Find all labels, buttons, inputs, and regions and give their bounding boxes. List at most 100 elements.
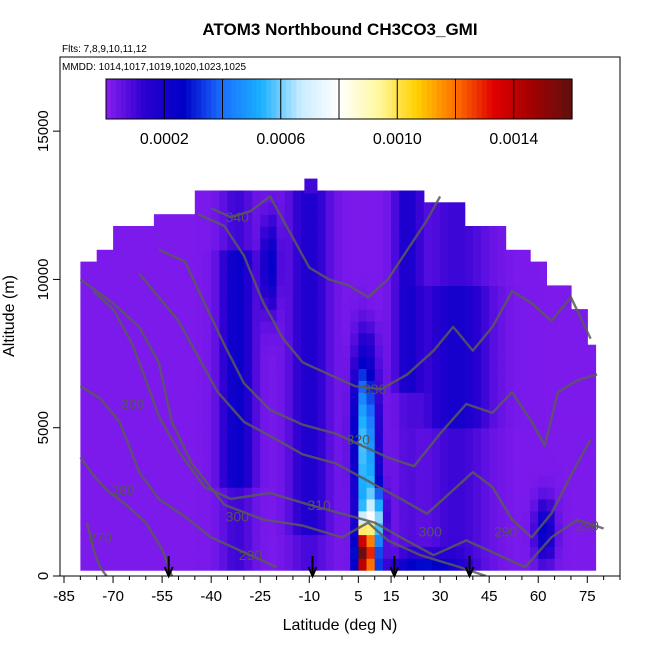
heatmap-cell bbox=[301, 368, 310, 381]
heatmap-cell bbox=[243, 439, 253, 453]
heatmap-cell bbox=[88, 463, 98, 476]
heatmap-cell bbox=[317, 427, 327, 441]
heatmap-cell bbox=[252, 463, 261, 476]
heatmap-cell bbox=[333, 261, 343, 275]
heatmap-cell bbox=[448, 392, 458, 405]
heatmap-cell bbox=[186, 249, 196, 263]
heatmap-cell bbox=[80, 332, 90, 346]
heatmap-cell bbox=[456, 463, 466, 476]
heatmap-cell bbox=[268, 451, 278, 464]
heatmap-cell bbox=[325, 498, 335, 512]
heatmap-cell bbox=[121, 261, 130, 275]
heatmap-cell bbox=[113, 404, 122, 417]
heatmap-cell bbox=[227, 309, 237, 322]
heatmap-cell bbox=[186, 487, 196, 500]
heatmap-cell bbox=[243, 427, 253, 441]
colorbar-segment bbox=[546, 79, 553, 119]
heatmap-cell bbox=[464, 356, 474, 369]
heatmap-cell bbox=[104, 475, 114, 488]
heatmap-cell bbox=[88, 427, 98, 441]
heatmap-cell bbox=[489, 534, 498, 547]
heatmap-cell bbox=[342, 356, 351, 369]
heatmap-cell bbox=[235, 451, 245, 464]
colorbar-segment bbox=[276, 79, 283, 119]
heatmap-cell bbox=[276, 368, 286, 381]
heatmap-cell bbox=[243, 404, 253, 417]
heatmap-cell bbox=[284, 249, 294, 263]
heatmap-cell bbox=[538, 415, 547, 429]
heatmap-cell bbox=[170, 285, 180, 298]
heatmap-cell bbox=[358, 522, 368, 536]
heatmap-cell bbox=[268, 427, 278, 441]
heatmap-cell bbox=[80, 309, 90, 322]
heatmap-cell bbox=[530, 487, 539, 500]
heatmap-cell bbox=[456, 498, 466, 512]
heatmap-cell bbox=[382, 487, 392, 500]
heatmap-cell bbox=[178, 297, 188, 310]
heatmap-cell bbox=[252, 273, 261, 286]
heatmap-cell bbox=[227, 190, 237, 203]
heatmap-cell bbox=[325, 344, 335, 358]
heatmap-cell bbox=[366, 332, 376, 346]
heatmap-cell bbox=[276, 451, 286, 464]
heatmap-cell bbox=[227, 487, 237, 500]
heatmap-cell bbox=[497, 226, 507, 239]
heatmap-cell bbox=[194, 498, 204, 512]
heatmap-cell bbox=[121, 415, 130, 429]
heatmap-cell bbox=[145, 510, 155, 524]
heatmap-cell bbox=[137, 558, 147, 571]
heatmap-cell bbox=[342, 261, 351, 275]
heatmap-cell bbox=[211, 273, 220, 286]
colorbar-segment bbox=[441, 79, 448, 119]
heatmap-cell bbox=[80, 546, 90, 559]
heatmap-cell bbox=[407, 285, 417, 298]
heatmap-cell bbox=[472, 249, 482, 263]
heatmap-cell bbox=[497, 297, 507, 310]
heatmap-cell bbox=[252, 285, 261, 298]
heatmap-cell bbox=[243, 392, 253, 405]
heatmap-cell bbox=[113, 439, 122, 453]
heatmap-cell bbox=[342, 344, 351, 358]
heatmap-cell bbox=[317, 190, 327, 203]
contour-label: 280 bbox=[111, 482, 135, 498]
heatmap-cell bbox=[96, 498, 106, 512]
heatmap-cell bbox=[235, 487, 245, 500]
heatmap-cell bbox=[260, 237, 269, 251]
heatmap-cell bbox=[186, 226, 196, 239]
heatmap-cell bbox=[538, 475, 547, 488]
heatmap-cell bbox=[276, 344, 286, 358]
heatmap-cell bbox=[382, 427, 392, 441]
heatmap-cell bbox=[399, 226, 408, 239]
heatmap-cell bbox=[113, 463, 122, 476]
heatmap-cell bbox=[366, 309, 376, 322]
heatmap-cell bbox=[562, 487, 572, 500]
heatmap-cell bbox=[546, 463, 556, 476]
heatmap-cell bbox=[268, 190, 278, 203]
heatmap-cell bbox=[153, 332, 163, 346]
heatmap-cell bbox=[505, 415, 515, 429]
heatmap-cell bbox=[497, 546, 507, 559]
colorbar-segment bbox=[521, 79, 528, 119]
heatmap-cell bbox=[342, 534, 351, 547]
heatmap-cell bbox=[260, 534, 269, 547]
heatmap-cell bbox=[521, 380, 531, 393]
heatmap-cell bbox=[211, 332, 220, 346]
heatmap-cell bbox=[546, 356, 556, 369]
colorbar-segment bbox=[506, 79, 513, 119]
heatmap-cell bbox=[358, 309, 368, 322]
heatmap-cell bbox=[211, 344, 220, 358]
heatmap-cell bbox=[481, 558, 490, 571]
heatmap-cell bbox=[121, 534, 130, 547]
heatmap-cell bbox=[301, 214, 310, 227]
heatmap-cell bbox=[464, 475, 474, 488]
heatmap-cell bbox=[301, 404, 310, 417]
heatmap-cell bbox=[104, 498, 114, 512]
heatmap-cell bbox=[186, 392, 196, 405]
heatmap-cell bbox=[399, 463, 408, 476]
heatmap-cell bbox=[472, 558, 482, 571]
heatmap-cell bbox=[186, 558, 196, 571]
heatmap-cell bbox=[554, 558, 564, 571]
heatmap-cell bbox=[513, 404, 523, 417]
heatmap-cell bbox=[358, 226, 368, 239]
heatmap-cell bbox=[423, 249, 433, 263]
